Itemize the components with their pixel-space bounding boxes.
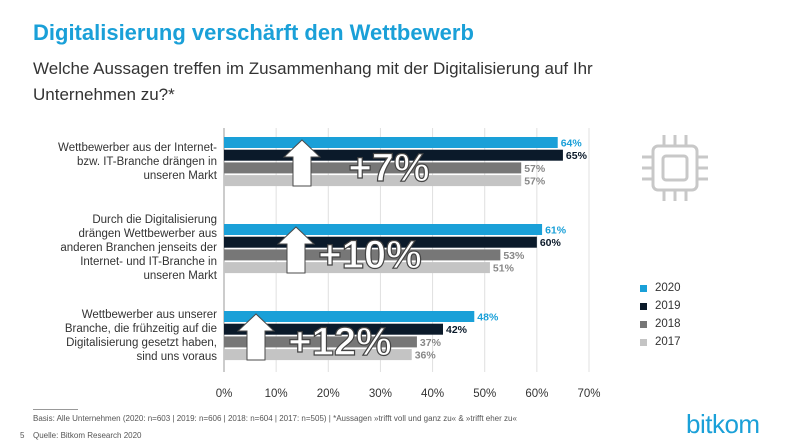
- footer-source: Quelle: Bitkom Research 2020: [33, 431, 142, 440]
- bar-2018-cat2: [224, 249, 501, 261]
- increase-arrow-icon: [282, 139, 322, 187]
- data-label-2017-cat2: 51%: [493, 263, 515, 275]
- category-label-line: Durch die Digitalisierung: [92, 214, 217, 226]
- annotation-cat1: +7%: [348, 146, 429, 190]
- legend-swatch-2018: [640, 320, 647, 328]
- legend-label-2018: 2018: [655, 318, 681, 330]
- data-label-2019-cat1: 65%: [566, 150, 588, 162]
- legend-swatch-2019: [640, 302, 647, 310]
- chip-icon: [642, 135, 708, 201]
- category-label-line: unseren Markt: [143, 170, 217, 182]
- category-label-line: Internet- und IT-Branche in: [80, 256, 217, 268]
- legend-label-2019: 2019: [655, 300, 681, 312]
- bar-2020-cat2: [224, 224, 543, 235]
- annotation-cat2: +10%: [318, 233, 421, 277]
- legend-item-2017: 2017: [640, 336, 681, 348]
- data-label-2020-cat1: 64%: [561, 138, 583, 150]
- x-tick-label-70: 70%: [577, 388, 600, 400]
- x-tick-label-10: 10%: [265, 388, 288, 400]
- category-label-line: Branche, die frühzeitig auf die: [64, 323, 217, 335]
- x-tick-label-60: 60%: [525, 388, 548, 400]
- bar-2017-cat2: [224, 262, 490, 274]
- x-tick-label-30: 30%: [369, 388, 392, 400]
- x-tick-label-40: 40%: [421, 388, 444, 400]
- data-label-2019-cat3: 42%: [446, 324, 468, 336]
- data-label-2017-cat1: 57%: [524, 176, 546, 188]
- footer-basis: Basis: Alle Unternehmen (2020: n=603 | 2…: [33, 414, 517, 423]
- page-number: 5: [20, 431, 25, 440]
- data-label-2018-cat3: 37%: [420, 337, 442, 349]
- data-label-2019-cat2: 60%: [540, 237, 562, 249]
- legend-label-2017: 2017: [655, 336, 681, 348]
- category-label-line: unseren Markt: [143, 270, 217, 282]
- legend-label-2020: 2020: [655, 282, 681, 294]
- legend-item-2018: 2018: [640, 318, 681, 330]
- bar-2020-cat3: [224, 311, 475, 322]
- category-label-3: Wettbewerber aus unserer Branche, die frü…: [65, 308, 217, 364]
- category-label-line: drängen Wettbewerber aus: [78, 228, 217, 240]
- data-label-2020-cat2: 61%: [545, 225, 567, 237]
- bar-2018-cat1: [224, 162, 522, 174]
- legend-swatch-2020: [640, 284, 647, 292]
- category-label-1: Wettbewerber aus der Internet-bzw. IT-Br…: [58, 141, 217, 183]
- legend-swatch-2017: [640, 338, 647, 346]
- legend-item-2019: 2019: [640, 300, 681, 312]
- bar-2019-cat2: [224, 236, 537, 248]
- category-label-2: Durch die Digitalisierung drängen Wettbew…: [60, 213, 217, 283]
- category-label-line: Wettbewerber aus unserer: [81, 309, 217, 321]
- annotation-cat3: +12%: [288, 320, 391, 364]
- category-label-line: Digitalisierung gesetzt haben,: [66, 337, 217, 349]
- bar-2017-cat3: [224, 349, 412, 361]
- x-tick-label-50: 50%: [473, 388, 496, 400]
- bitkom-logo: bitkom: [686, 409, 760, 439]
- category-label-line: Wettbewerber aus der Internet-: [58, 142, 217, 154]
- increase-arrow-icon: [236, 313, 276, 361]
- data-label-2018-cat2: 53%: [503, 250, 525, 262]
- legend-item-2020: 2020: [640, 282, 681, 294]
- bar-2019-cat3: [224, 323, 443, 335]
- bar-2020-cat1: [224, 137, 558, 148]
- data-label-2020-cat3: 48%: [477, 312, 499, 324]
- bar-2017-cat1: [224, 175, 522, 187]
- increase-arrow-icon: [276, 226, 316, 274]
- category-label-line: bzw. IT-Branche drängen in: [77, 156, 217, 168]
- x-tick-label-20: 20%: [317, 388, 340, 400]
- category-label-line: sind uns voraus: [136, 351, 217, 363]
- page-subtitle: Welche Aussagen treffen im Zusammenhang …: [33, 59, 593, 104]
- data-label-2018-cat1: 57%: [524, 163, 546, 175]
- x-tick-label-0: 0%: [216, 388, 233, 400]
- bar-2019-cat1: [224, 149, 563, 161]
- data-label-2017-cat3: 36%: [415, 350, 437, 362]
- page-title: Digitalisierung verschärft den Wettbewer…: [33, 20, 474, 45]
- bar-2018-cat3: [224, 336, 417, 348]
- category-label-line: anderen Branchen jenseits der: [60, 242, 217, 254]
- footer-divider: [33, 409, 78, 410]
